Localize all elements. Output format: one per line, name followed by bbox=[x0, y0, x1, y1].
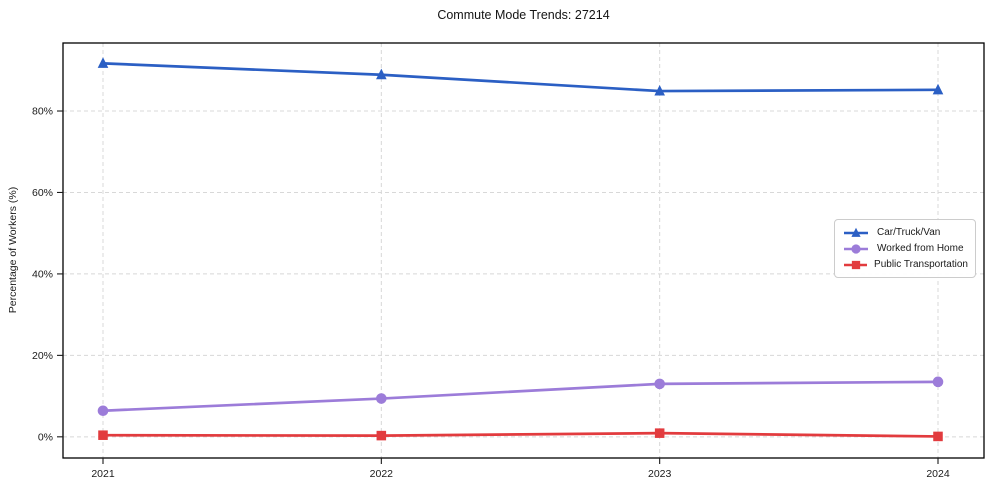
legend-label-car-truck-van: Car/Truck/Van bbox=[877, 227, 941, 238]
y-tick-label: 0% bbox=[38, 431, 53, 443]
legend-item-car-truck-van: Car/Truck/Van bbox=[842, 226, 968, 239]
circle-marker-icon bbox=[932, 376, 944, 388]
triangle-marker-icon bbox=[376, 68, 387, 80]
triangle-marker-icon bbox=[97, 57, 109, 68]
y-tick-label: 20% bbox=[32, 350, 53, 362]
legend-label-public-transportation: Public Transportation bbox=[874, 259, 968, 270]
series-line bbox=[101, 62, 940, 93]
series-line bbox=[101, 380, 940, 413]
series-line bbox=[101, 431, 940, 438]
legend-sample-worked-from-home-icon bbox=[844, 243, 868, 254]
legend-item-public-transportation: Public Transportation bbox=[842, 258, 968, 271]
triangle-marker-icon bbox=[932, 83, 944, 95]
square-marker-icon bbox=[851, 260, 861, 269]
legend-sample-car-truck-van-icon bbox=[844, 227, 868, 237]
x-tick-label: 2021 bbox=[91, 468, 115, 480]
y-tick-label: 60% bbox=[32, 187, 53, 199]
square-marker-icon bbox=[98, 430, 108, 440]
circle-marker-icon bbox=[654, 378, 665, 390]
x-tick-label: 2022 bbox=[370, 468, 394, 480]
square-marker-icon bbox=[654, 428, 665, 438]
legend: Car/Truck/Van Worked from Home Public Tr… bbox=[834, 219, 976, 278]
legend-label-worked-from-home: Worked from Home bbox=[877, 243, 964, 254]
square-marker-icon bbox=[933, 431, 943, 442]
circle-marker-icon bbox=[851, 243, 861, 254]
triangle-marker-icon bbox=[851, 227, 861, 237]
circle-marker-icon bbox=[376, 393, 387, 404]
x-tick-label: 2024 bbox=[926, 468, 950, 480]
axes-frame bbox=[62, 42, 985, 459]
chart-title: Commute Mode Trends: 27214 bbox=[437, 8, 610, 22]
triangle-marker-icon bbox=[654, 84, 665, 96]
circle-marker-icon bbox=[97, 405, 109, 417]
legend-item-worked-from-home: Worked from Home bbox=[842, 242, 968, 255]
y-axis-title: Percentage of Workers (%) bbox=[7, 187, 19, 313]
x-tick-label: 2023 bbox=[648, 468, 672, 480]
y-tick-label: 80% bbox=[32, 106, 53, 118]
y-tick-label: 40% bbox=[32, 268, 53, 280]
legend-sample-public-transportation-icon bbox=[844, 260, 868, 269]
square-marker-icon bbox=[376, 430, 387, 441]
